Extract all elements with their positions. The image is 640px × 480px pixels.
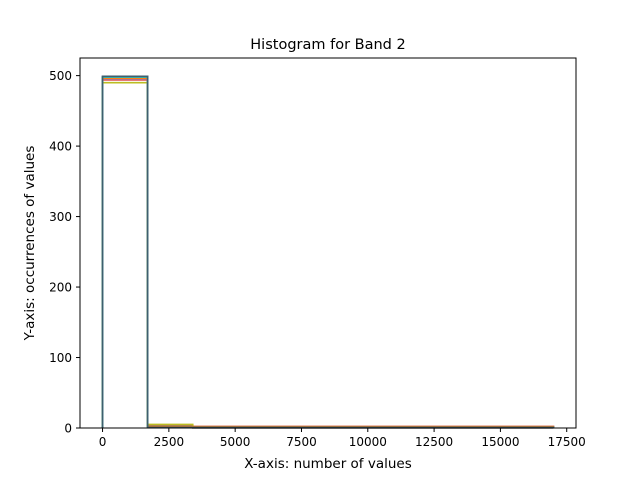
histogram-series-10 <box>101 76 555 429</box>
x-tick-label: 15000 <box>481 435 519 449</box>
y-axis: 0 100 200 300 400 500 <box>49 69 80 436</box>
histogram-series-3 <box>101 75 554 429</box>
x-tick-label: 17500 <box>548 435 586 449</box>
histogram-series-2 <box>101 77 555 429</box>
plot-frame <box>79 57 577 429</box>
x-tick-label: 10000 <box>349 435 387 449</box>
y-tick-label: 400 <box>49 140 72 154</box>
histogram-series-4 <box>101 79 555 428</box>
y-tick-label: 300 <box>49 210 72 224</box>
x-axis-label: X-axis: number of values <box>244 456 412 472</box>
x-axis: 0 2500 5000 7500 10000 12500 15000 17500 <box>99 428 586 449</box>
y-tick-label: 500 <box>49 69 72 83</box>
histogram-series-9 <box>101 77 555 428</box>
x-tick-label: 2500 <box>154 435 185 449</box>
x-tick-label: 7500 <box>286 435 317 449</box>
histogram-series-7 <box>101 76 555 429</box>
x-tick-label: 12500 <box>415 435 453 449</box>
x-tick-label: 5000 <box>220 435 251 449</box>
x-tick-label: 0 <box>99 435 107 449</box>
y-tick-label: 200 <box>49 281 72 295</box>
histogram-series-5 <box>101 78 555 428</box>
y-tick-label: 0 <box>64 422 72 436</box>
histogram-series-8 <box>101 76 555 429</box>
histogram-series-11 <box>101 75 555 429</box>
y-tick-label: 100 <box>49 351 72 365</box>
y-axis-label: Y-axis: occurrences of values <box>22 146 38 342</box>
chart-title: Histogram for Band 2 <box>250 37 405 53</box>
histogram-series-1 <box>101 76 555 429</box>
series-layer <box>101 75 555 429</box>
histogram-series-6 <box>101 81 555 429</box>
plot-area <box>79 57 577 429</box>
